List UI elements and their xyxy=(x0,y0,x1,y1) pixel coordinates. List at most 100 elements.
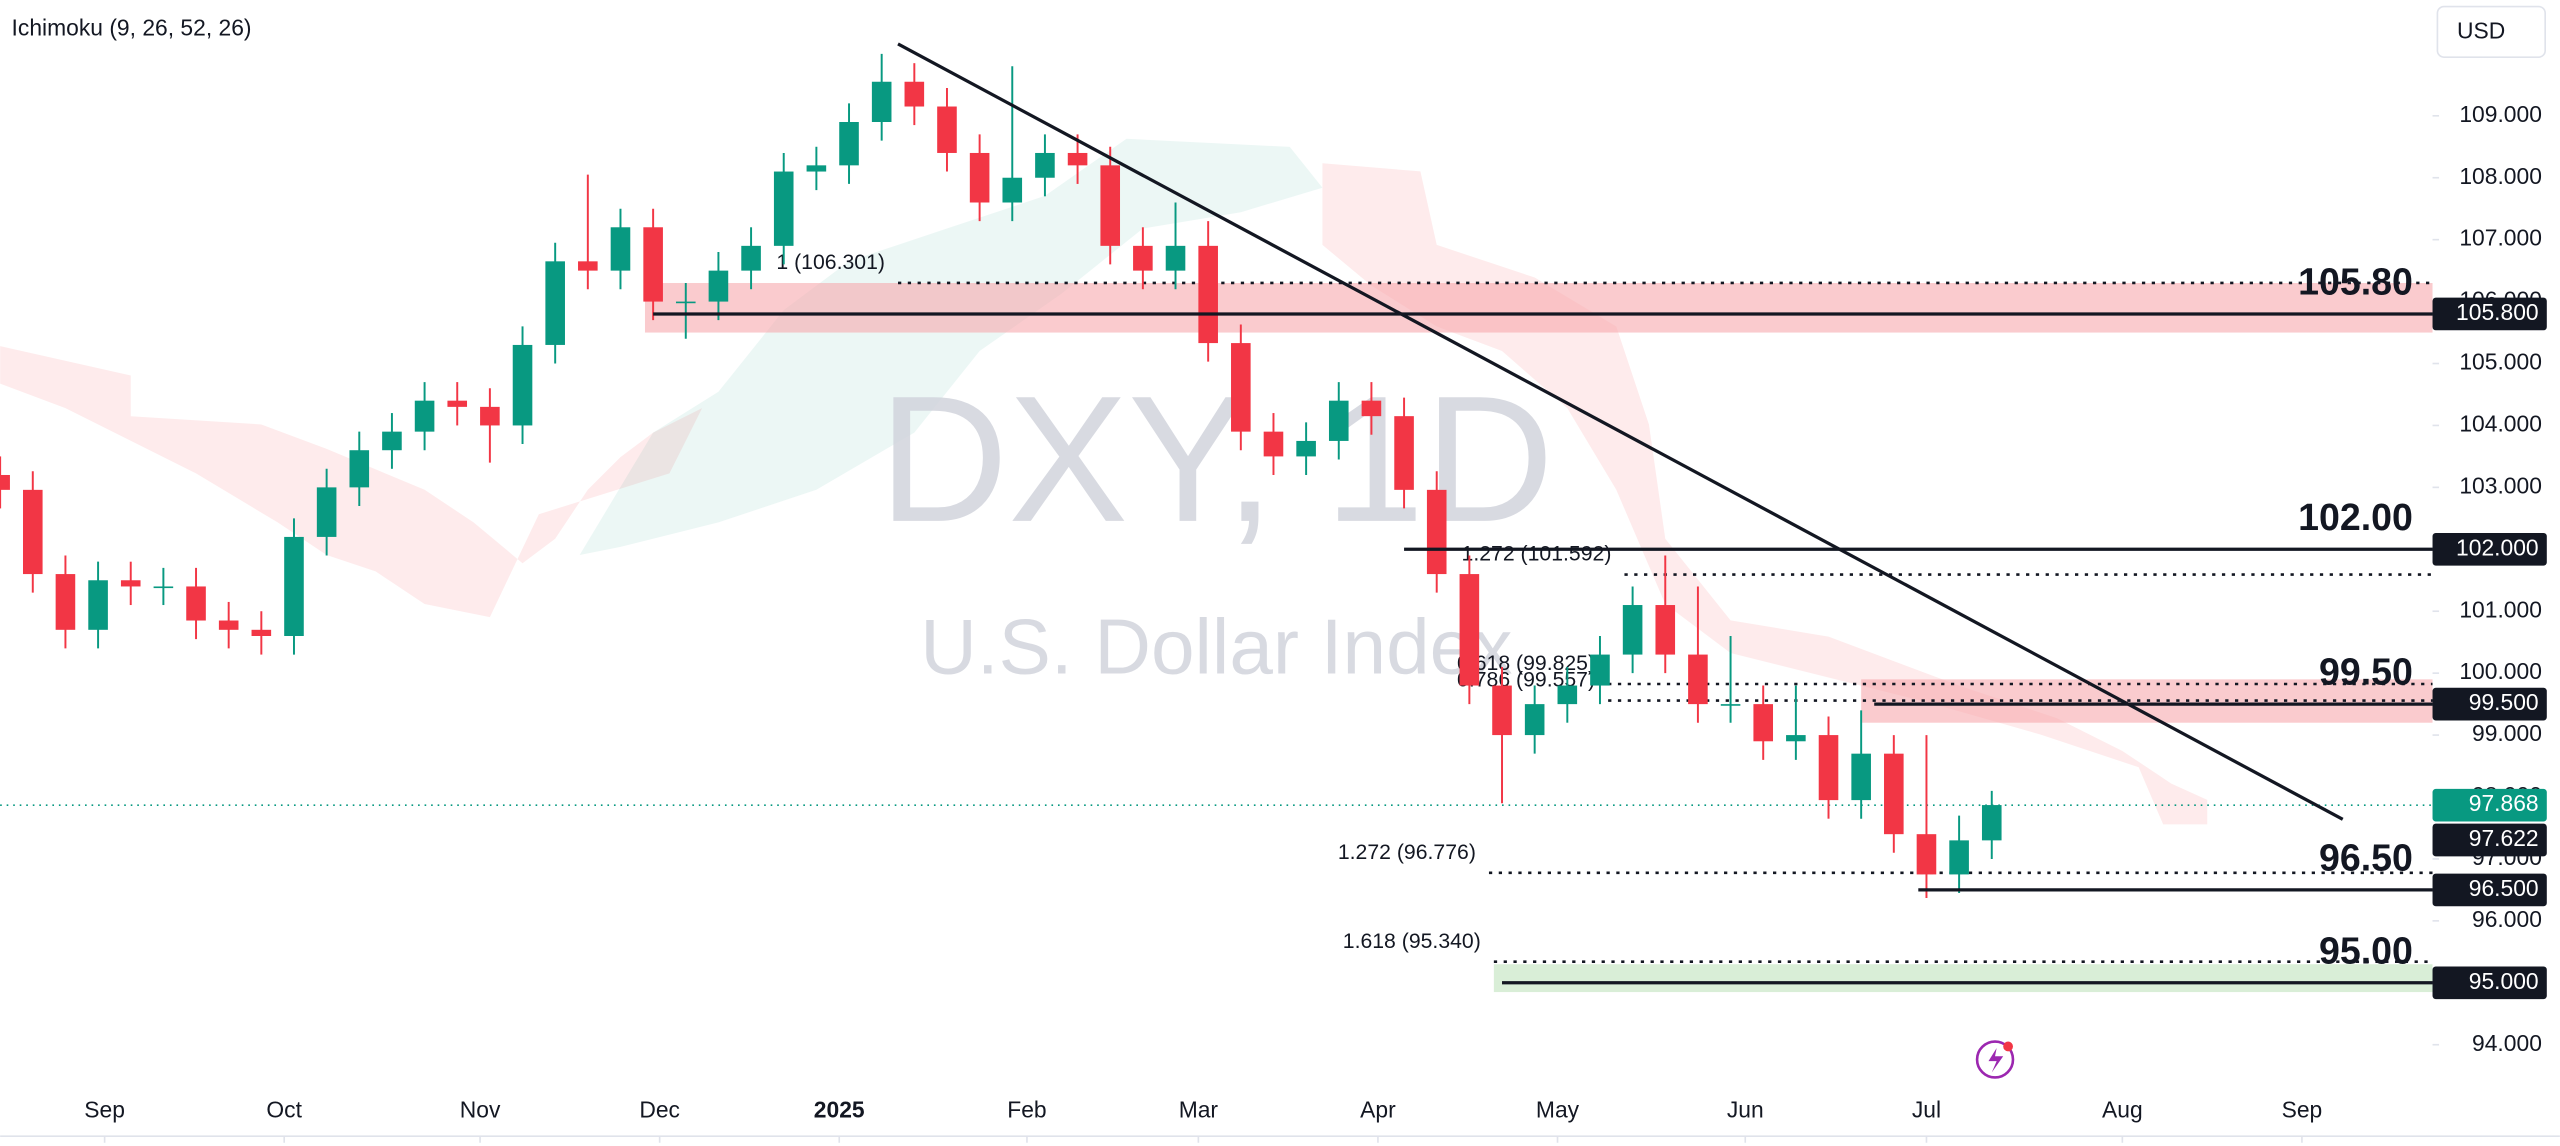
price-tag-box xyxy=(2432,532,2547,566)
x-tick-label: Aug xyxy=(2102,1097,2143,1123)
x-tick-label: 2025 xyxy=(814,1097,865,1123)
price-tag: 96.500 xyxy=(2469,875,2539,901)
x-tick-label: Dec xyxy=(639,1097,680,1123)
price-tag-box xyxy=(2432,297,2547,331)
candle-body xyxy=(153,586,174,589)
candle-body xyxy=(251,629,272,637)
y-tick-label: 101.000 xyxy=(2459,596,2542,622)
zone xyxy=(1493,964,2433,993)
candle-body xyxy=(1981,805,2002,841)
x-tick-label: Feb xyxy=(1007,1097,1046,1123)
candle-body xyxy=(1459,574,1480,686)
candle-body xyxy=(1524,704,1545,736)
y-tick-label: 105.000 xyxy=(2459,349,2542,375)
candle-body xyxy=(1263,431,1284,457)
y-tick-label: 104.000 xyxy=(2459,410,2542,436)
watermark-symbol: DXY, 1D xyxy=(879,359,1554,560)
x-tick-label: May xyxy=(1536,1097,1580,1123)
candle-body xyxy=(904,81,925,107)
candle-body xyxy=(1328,400,1349,441)
candle-body xyxy=(1916,834,1937,875)
price-tag-box xyxy=(2432,687,2547,721)
candle-body xyxy=(545,261,565,345)
fib-label: 1.618 (95.340) xyxy=(1343,930,1481,953)
candle-body xyxy=(1165,245,1186,271)
candle-body xyxy=(675,301,696,304)
price-tag: 102.000 xyxy=(2456,534,2539,560)
candle-body xyxy=(839,121,859,166)
fib-label: 1 (106.301) xyxy=(776,251,885,274)
candle-body xyxy=(1296,440,1316,457)
candle-body xyxy=(578,261,598,271)
fib-label: 1.272 (96.776) xyxy=(1338,841,1476,864)
candle-body xyxy=(643,227,663,302)
x-tick-label: Apr xyxy=(1360,1097,1396,1123)
candle-body xyxy=(871,81,892,122)
candle-body xyxy=(284,536,304,637)
candle-body xyxy=(512,344,533,426)
candle-body xyxy=(806,165,827,172)
candle-body xyxy=(773,171,794,246)
price-tag: 97.868 xyxy=(2469,790,2539,816)
zone xyxy=(644,283,2433,333)
candle-body xyxy=(1100,165,1121,246)
price-tag: 95.000 xyxy=(2469,968,2539,994)
price-tag: 105.800 xyxy=(2456,299,2539,325)
y-tick-label: 107.000 xyxy=(2459,225,2542,251)
candle-body xyxy=(1133,245,1153,271)
x-tick-label: Mar xyxy=(1179,1097,1219,1123)
candle-body xyxy=(349,450,370,488)
price-tag: 99.500 xyxy=(2469,689,2539,715)
candle-body xyxy=(1002,177,1023,203)
level-label: 95.00 xyxy=(2319,929,2413,971)
candle-body xyxy=(1590,654,1610,686)
candle-body xyxy=(1198,245,1218,344)
candle-body xyxy=(1655,605,1676,655)
y-tick-label: 108.000 xyxy=(2459,163,2542,189)
candle-body xyxy=(55,574,76,630)
candle-body xyxy=(1786,735,1806,742)
x-tick-label: Oct xyxy=(266,1097,302,1123)
ichimoku-cloud xyxy=(579,138,1323,556)
candle-body xyxy=(218,620,239,630)
price-tag-box xyxy=(2432,788,2547,822)
alert-icon[interactable] xyxy=(1975,1040,2015,1079)
y-tick-label: 103.000 xyxy=(2459,472,2542,498)
candle-body xyxy=(708,270,729,302)
fib-label: 1.272 (101.592) xyxy=(1462,543,1612,566)
price-tag-box xyxy=(2432,873,2547,907)
indicator-label: Ichimoku (9, 26, 52, 26) xyxy=(12,14,252,40)
candle-body xyxy=(186,586,206,621)
candle-body xyxy=(1884,753,1904,835)
candle-body xyxy=(0,474,10,490)
candle-body xyxy=(1557,685,1578,705)
price-tag: 97.622 xyxy=(2469,825,2539,851)
candle-body xyxy=(1035,152,1055,178)
candle-body xyxy=(1622,605,1643,655)
level-label: 96.50 xyxy=(2319,836,2413,878)
y-tick-label: 100.000 xyxy=(2459,658,2542,684)
x-tick-label: Sep xyxy=(2282,1097,2323,1123)
fib-label: 0.618 (99.825) xyxy=(1457,652,1595,675)
currency-box[interactable] xyxy=(2436,5,2546,58)
candle-body xyxy=(1753,704,1774,742)
candle-body xyxy=(1067,152,1088,166)
price-tag-box xyxy=(2432,966,2547,1000)
watermark-name: U.S. Dollar Index xyxy=(920,603,1512,691)
price-tag-box xyxy=(2432,823,2547,857)
y-tick-label: 96.000 xyxy=(2472,906,2542,932)
candle-body xyxy=(1426,489,1447,575)
candle-body xyxy=(120,580,141,587)
candle-body xyxy=(610,227,631,271)
candle-body xyxy=(88,580,108,630)
candle-body xyxy=(22,489,43,575)
candle-body xyxy=(447,400,468,407)
candle-body xyxy=(316,487,337,537)
currency-label[interactable]: USD xyxy=(2457,18,2505,44)
level-label: 99.50 xyxy=(2319,651,2413,693)
alert-dot xyxy=(2003,1041,2013,1052)
candle-body xyxy=(1361,400,1382,417)
y-tick-label: 109.000 xyxy=(2459,101,2542,127)
